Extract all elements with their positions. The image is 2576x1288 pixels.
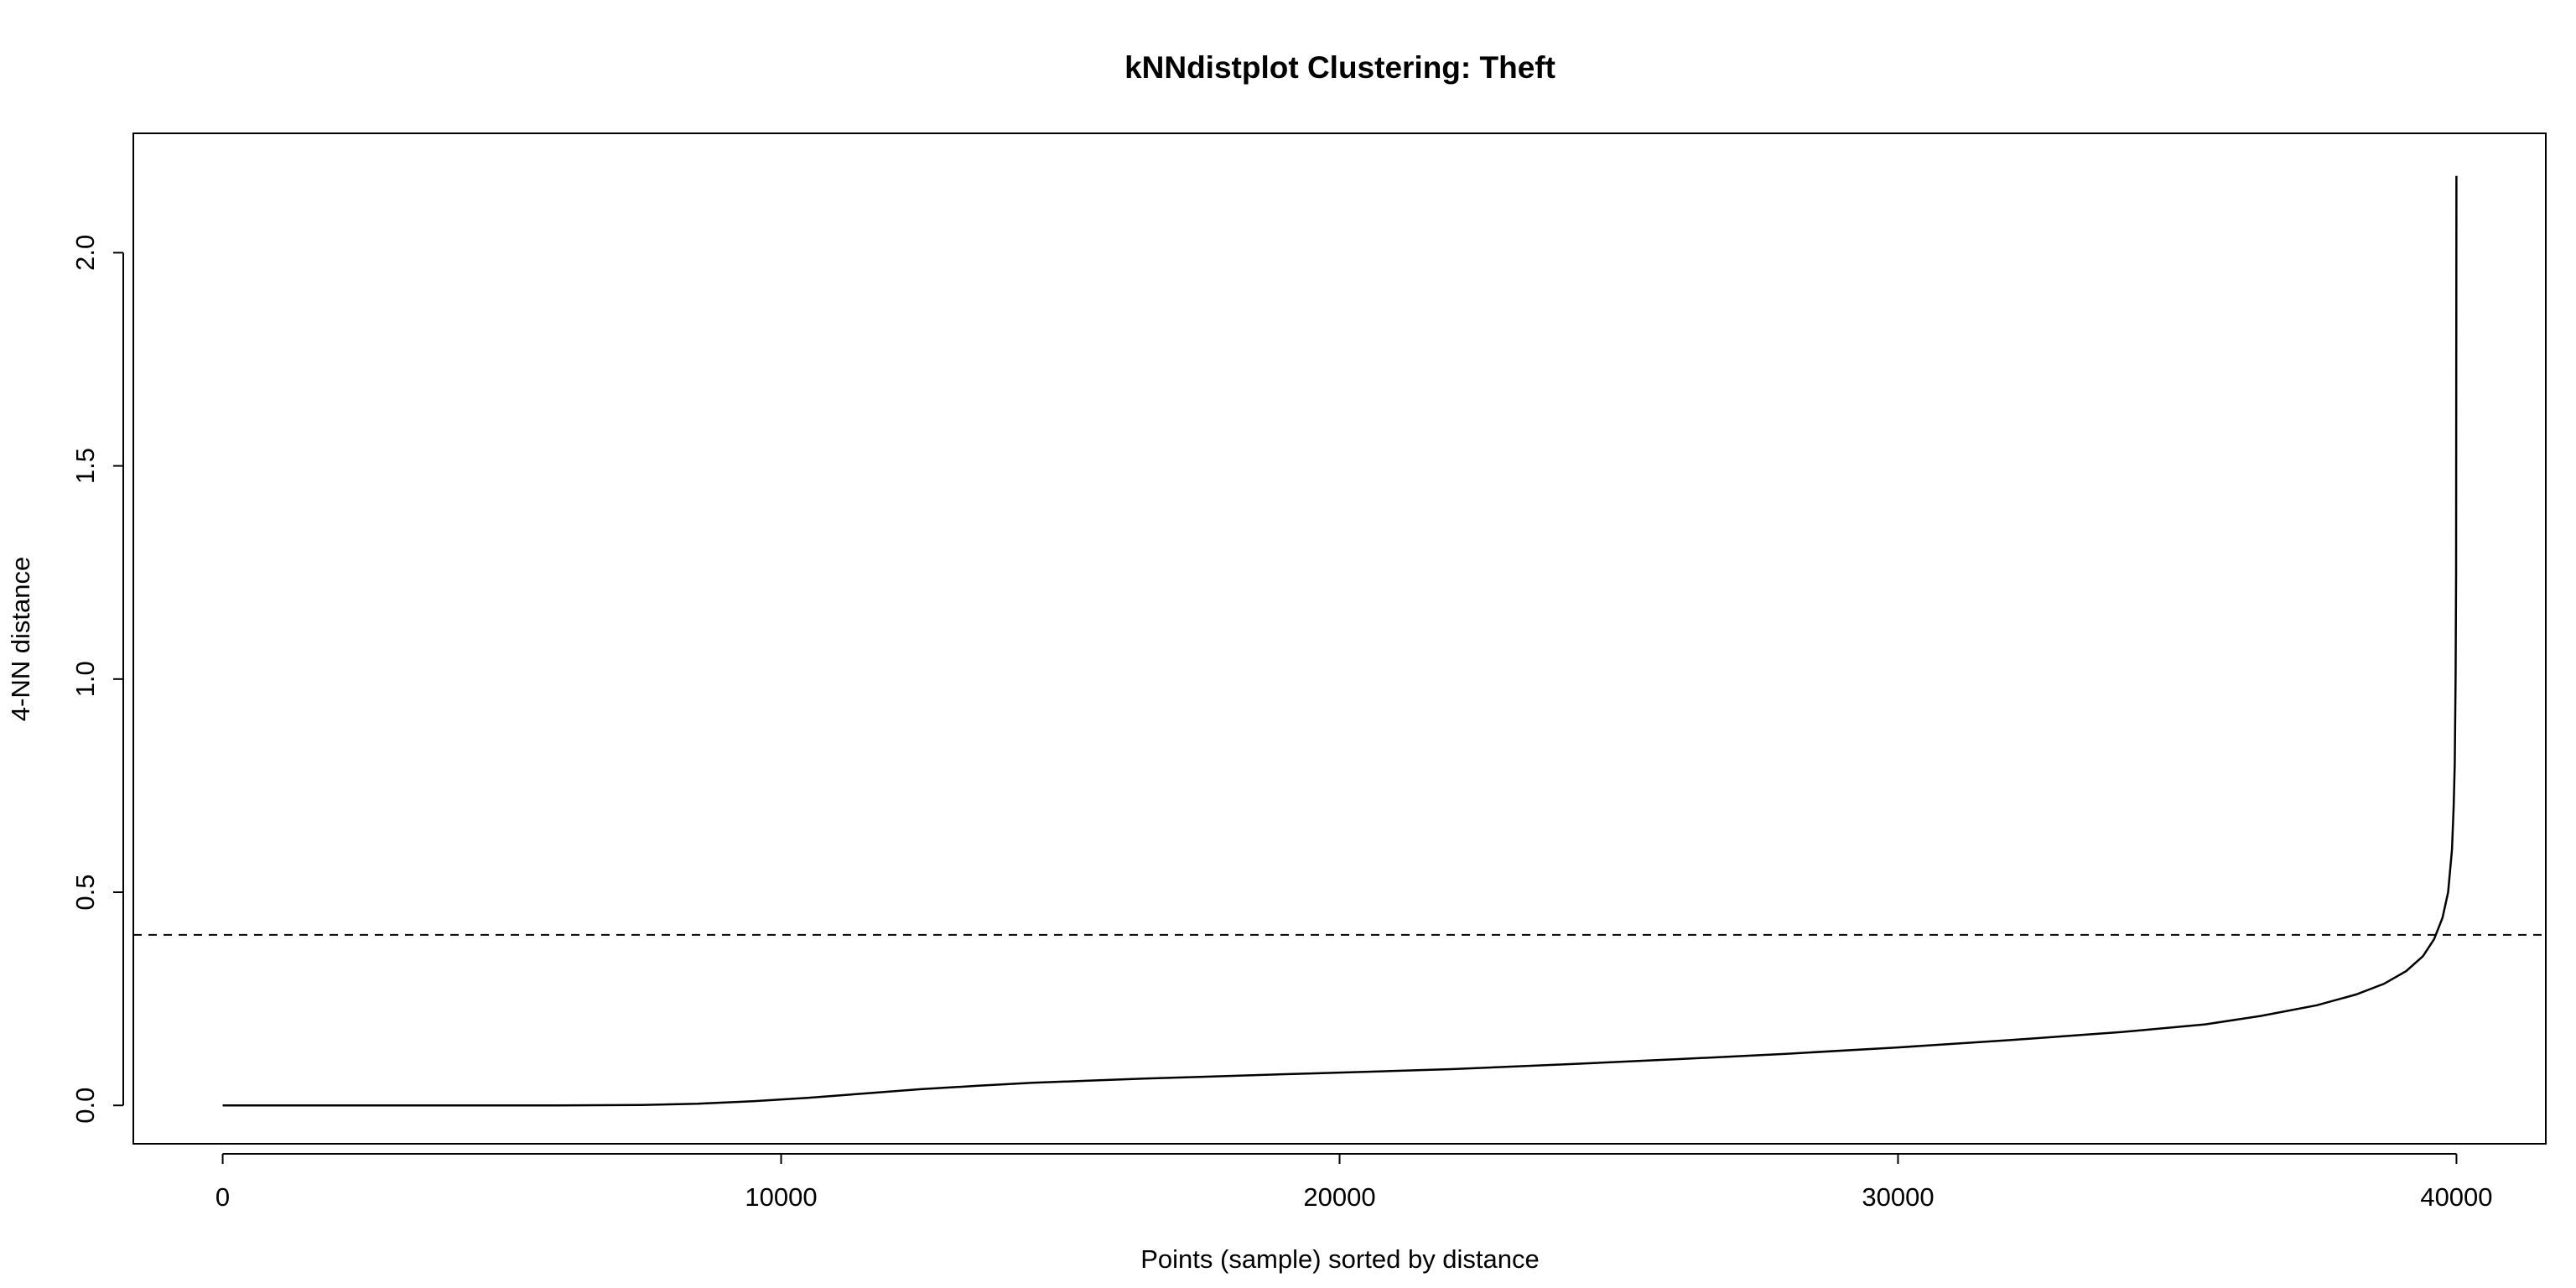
x-tick-label: 20000 xyxy=(1303,1182,1375,1212)
y-tick-label: 0.5 xyxy=(70,874,100,910)
y-axis-label: 4-NN distance xyxy=(6,557,35,721)
y-tick-label: 1.0 xyxy=(70,661,100,697)
y-tick-label: 2.0 xyxy=(70,235,100,271)
series-line-knn-distance xyxy=(222,175,2458,1107)
chart-title: kNNdistplot Clustering: Theft xyxy=(1124,50,1555,85)
x-tick-label: 40000 xyxy=(2420,1182,2492,1212)
x-axis-label: Points (sample) sorted by distance xyxy=(1140,1244,1540,1274)
y-axis: 0.0 0.5 1.0 1.5 2.0 xyxy=(70,235,124,1124)
y-tick-label: 0.0 xyxy=(70,1088,100,1124)
x-tick-label: 30000 xyxy=(1862,1182,1934,1212)
x-tick-label: 10000 xyxy=(745,1182,817,1212)
plot-frame xyxy=(132,132,2547,1145)
x-axis: 0 10000 20000 30000 40000 xyxy=(216,1153,2493,1212)
y-tick-label: 1.5 xyxy=(70,448,100,484)
x-tick-label: 0 xyxy=(216,1182,230,1212)
